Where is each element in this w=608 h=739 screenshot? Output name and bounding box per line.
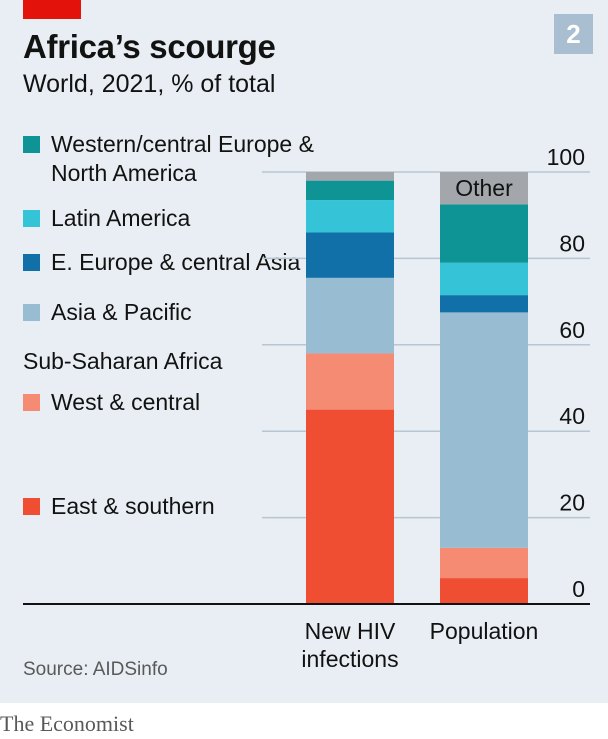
legend-label: Western/central Europe & North America [51,131,314,186]
y-tick-label: 100 [547,144,585,170]
legend-label: E. Europe & central Asia [51,249,301,275]
legend-swatch [23,210,40,227]
legend-label: East & southern [51,493,215,519]
other-segment-label: Other [455,175,513,201]
bar-segment [440,547,528,579]
bar-segment [306,180,394,201]
chart-card: Africa’s scourge World, 2021, % of total… [0,0,608,703]
chart-number-badge: 2 [554,14,593,54]
bar-segment [306,172,394,181]
bar-segment [306,277,394,354]
bar-segment [440,295,528,313]
legend-swatch [23,394,40,411]
legend-label: Latin America [51,205,191,231]
bar-segment [440,204,528,263]
bar-segment [306,409,394,604]
legend-swatch [23,254,40,271]
source-note: Source: AIDSinfo [23,659,168,680]
brand-red-tab [23,0,81,19]
bar-segment [440,312,528,548]
legend-group-heading: Sub-Saharan Africa [23,348,223,374]
legend: Western/central Europe & North America L… [23,130,314,530]
y-tick-label: 80 [559,230,585,256]
y-tick-label: 0 [572,576,585,602]
legend-label: Asia & Pacific [51,299,192,325]
y-tick-label: 40 [559,403,585,429]
legend-swatch [23,136,40,153]
chart-subtitle: World, 2021, % of total [23,70,276,98]
chart-title: Africa’s scourge [23,28,276,65]
legend-swatch [23,498,40,515]
bar-segment [440,172,528,205]
y-tick-label: 60 [559,317,585,343]
bar-segment [306,353,394,410]
bar-segment [306,232,394,278]
x-category-label: infections [301,646,398,672]
bar-segment [440,262,528,296]
x-category-label: New HIV [305,618,396,644]
bar-segment [440,578,528,604]
y-tick-label: 20 [559,490,585,516]
legend-swatch [23,304,40,321]
legend-label: West & central [51,389,201,415]
publisher-brand: The Economist [0,711,134,736]
x-category-label: Population [430,618,539,644]
bar-segment [306,200,394,233]
